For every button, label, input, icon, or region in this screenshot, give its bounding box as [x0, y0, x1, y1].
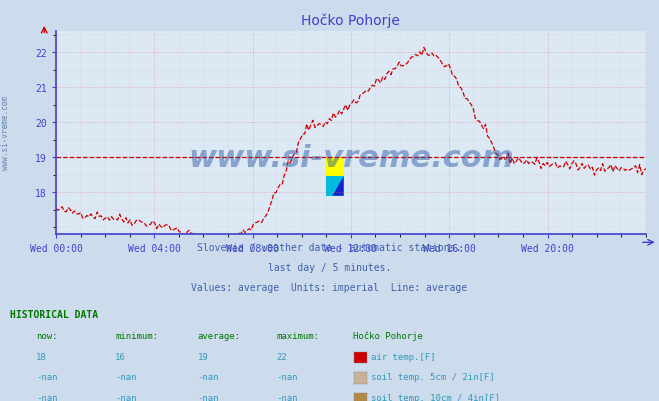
- Text: -nan: -nan: [198, 373, 219, 381]
- Text: soil temp. 10cm / 4in[F]: soil temp. 10cm / 4in[F]: [371, 393, 500, 401]
- Text: -nan: -nan: [115, 393, 137, 401]
- Text: soil temp. 5cm / 2in[F]: soil temp. 5cm / 2in[F]: [371, 373, 495, 381]
- Text: minimum:: minimum:: [115, 331, 158, 340]
- Text: -nan: -nan: [115, 373, 137, 381]
- Text: Hočko Pohorje: Hočko Pohorje: [353, 331, 422, 340]
- Text: -nan: -nan: [198, 393, 219, 401]
- Text: -nan: -nan: [277, 393, 299, 401]
- Text: www.si-vreme.com: www.si-vreme.com: [188, 143, 514, 172]
- Text: last day / 5 minutes.: last day / 5 minutes.: [268, 263, 391, 273]
- Polygon shape: [326, 158, 343, 177]
- Text: www.si-vreme.com: www.si-vreme.com: [1, 95, 10, 169]
- Text: HISTORICAL DATA: HISTORICAL DATA: [10, 309, 98, 319]
- Text: maximum:: maximum:: [277, 331, 320, 340]
- Text: 22: 22: [277, 352, 287, 360]
- Text: 18: 18: [36, 352, 47, 360]
- Text: 19: 19: [198, 352, 208, 360]
- Text: -nan: -nan: [277, 373, 299, 381]
- Text: now:: now:: [36, 331, 58, 340]
- Text: average:: average:: [198, 331, 241, 340]
- Polygon shape: [332, 177, 343, 196]
- Text: air temp.[F]: air temp.[F]: [371, 352, 436, 360]
- Text: -nan: -nan: [36, 373, 58, 381]
- Polygon shape: [326, 177, 343, 196]
- Title: Hočko Pohorje: Hočko Pohorje: [301, 14, 401, 28]
- Text: Slovenia / weather data - automatic stations.: Slovenia / weather data - automatic stat…: [197, 243, 462, 253]
- Text: 16: 16: [115, 352, 126, 360]
- Text: -nan: -nan: [36, 393, 58, 401]
- Text: Values: average  Units: imperial  Line: average: Values: average Units: imperial Line: av…: [191, 283, 468, 293]
